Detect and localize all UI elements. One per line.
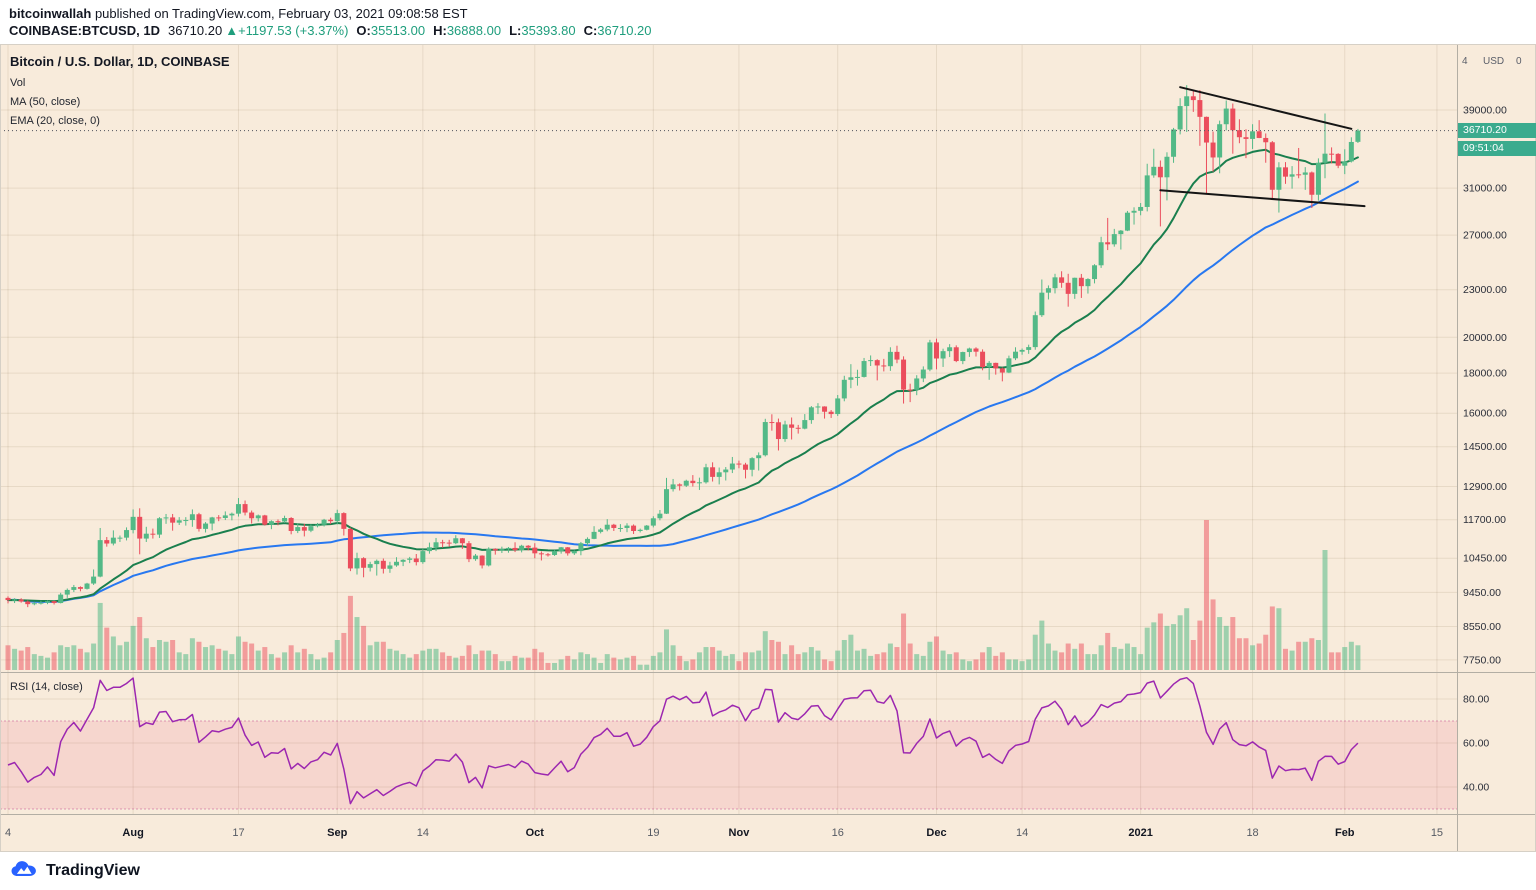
price-tick: 31000.00 — [1463, 183, 1507, 195]
legend-volume: Vol — [10, 77, 26, 89]
high-value: 36888.00 — [446, 23, 502, 38]
time-axis-label: Nov — [729, 827, 751, 839]
rsi-tick: 60.00 — [1463, 738, 1489, 750]
time-axis-label: Aug — [122, 827, 143, 839]
price-tick: 9450.00 — [1463, 587, 1501, 599]
price-tick: 12900.00 — [1463, 481, 1507, 493]
price-scale-unit: USD — [1483, 56, 1504, 67]
rsi-line — [7, 676, 1359, 805]
time-axis-label: Dec — [926, 827, 946, 839]
price-tick: 39000.00 — [1463, 104, 1507, 116]
last-price: 36710.20 — [167, 23, 223, 38]
time-axis-label: Sep — [327, 827, 347, 839]
bar-countdown-tag: 09:51:04 — [1458, 141, 1536, 156]
low-label: L: — [509, 23, 522, 38]
candles — [5, 85, 1361, 608]
time-axis-label: 14 — [417, 827, 429, 839]
grid — [0, 44, 1457, 814]
time-axis-label: Oct — [526, 827, 545, 839]
chart-title: Bitcoin / U.S. Dollar, 1D, COINBASE — [10, 54, 230, 69]
close-value: 36710.20 — [597, 23, 652, 38]
price-tick: 20000.00 — [1463, 332, 1507, 344]
symbol-title: COINBASE:BTCUSD, 1D — [9, 23, 160, 38]
time-axis-label: Feb — [1335, 827, 1355, 839]
open-value: 35513.00 — [370, 23, 426, 38]
price-tick: 16000.00 — [1463, 408, 1507, 420]
price-tick: 8550.00 — [1463, 621, 1501, 633]
low-value: 35393.80 — [521, 23, 576, 38]
rsi-band — [0, 720, 1457, 810]
legend-ema: EMA (20, close, 0) — [10, 115, 100, 127]
price-tick: 11700.00 — [1463, 514, 1506, 526]
publisher-name: bitcoinwallah — [9, 6, 92, 21]
price-tick: 10450.00 — [1463, 553, 1507, 565]
time-axis-label: 14 — [1016, 827, 1028, 839]
time-axis-label: 17 — [232, 827, 244, 839]
rsi-legend: RSI (14, close) — [10, 681, 83, 693]
time-axis-label: 18 — [1246, 827, 1258, 839]
legend-ma: MA (50, close) — [10, 96, 81, 108]
symbol-line: COINBASE:BTCUSD, 1D 36710.20 ▲+1197.53 (+3… — [9, 22, 1536, 40]
price-tick: 7750.00 — [1463, 654, 1501, 666]
chart-area: 39000.00 31000.00 27000.00 23000.00 20000.00… — [0, 44, 1536, 852]
time-axis-label: 4 — [5, 827, 11, 839]
ema-line — [7, 148, 1359, 603]
price-axis-labels: 39000.00 31000.00 27000.00 23000.00 20000.00… — [1462, 56, 1522, 794]
price-chart[interactable]: 39000.00 31000.00 27000.00 23000.00 20000.00… — [0, 44, 1536, 852]
rsi-tick: 80.00 — [1463, 694, 1489, 706]
publish-info: published on TradingView.com, February 0… — [91, 6, 468, 21]
last-price-tag: 36710.20 — [1458, 123, 1536, 138]
pane-dividers — [0, 44, 1536, 852]
price-tick: 27000.00 — [1463, 230, 1507, 242]
time-axis-label: 15 — [1431, 827, 1443, 839]
rsi-tick: 40.00 — [1463, 782, 1489, 794]
close-label: C: — [583, 23, 598, 38]
publish-header: bitcoinwallah published on TradingView.c… — [0, 0, 1536, 44]
time-axis-labels: 4 Aug 17 Sep 14 Oct 19 Nov 16 Dec 14 2021 18 Feb 15 — [5, 827, 1443, 839]
price-tick: 18000.00 — [1463, 368, 1507, 380]
ma-line — [7, 180, 1359, 603]
footer: TradingView — [0, 852, 1536, 890]
volume-bars — [5, 520, 1361, 670]
up-arrow-icon: ▲ — [225, 23, 239, 38]
price-change: +1197.53 (+3.37%) — [238, 23, 349, 38]
high-label: H: — [433, 23, 447, 38]
time-axis-label: 2021 — [1128, 827, 1152, 839]
chart-legend: Bitcoin / U.S. Dollar, 1D, COINBASE Vol … — [10, 54, 230, 134]
time-axis-label: 16 — [832, 827, 844, 839]
time-axis-label: 19 — [647, 827, 659, 839]
publish-line: bitcoinwallah published on TradingView.c… — [9, 5, 1536, 22]
trendlines[interactable] — [1159, 86, 1366, 208]
price-tick: 23000.00 — [1463, 284, 1507, 296]
price-tick: 14500.00 — [1463, 441, 1507, 453]
price-scale-unit: 4 — [1462, 56, 1468, 67]
open-label: O: — [356, 23, 371, 38]
tradingview-logo-icon[interactable] — [9, 859, 39, 884]
brand-name[interactable]: TradingView — [46, 862, 140, 879]
price-scale-unit: 0 — [1516, 56, 1522, 67]
